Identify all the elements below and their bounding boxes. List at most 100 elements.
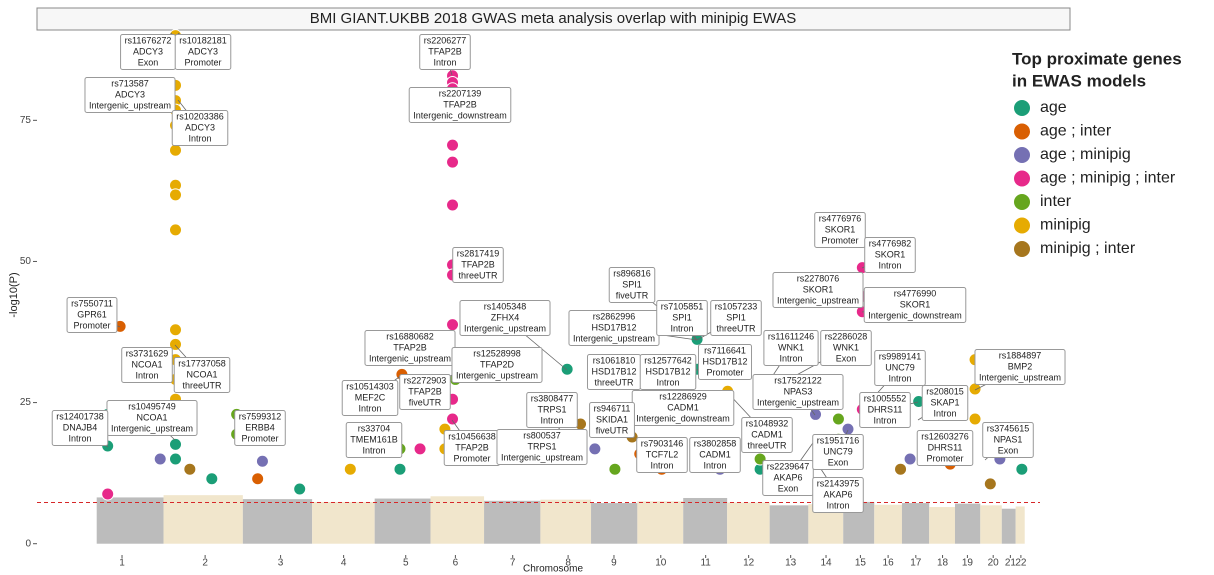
annotation-text: rs2278076 [797,273,840,283]
annotation-box [419,34,471,70]
annotation-text: TMEM161B [350,434,398,444]
annotation-text: Intergenic_upstream [464,323,546,333]
annotation-text: Intron [358,403,381,413]
annotation-box [173,357,231,393]
annotation-text: rs713587 [111,78,149,88]
x-tick-label: 10 [655,558,667,569]
background-strip [484,500,541,544]
annotation-text: GPR61 [77,309,107,319]
annotation-box [84,77,176,113]
annotation-text: rs12577642 [644,355,692,365]
point [588,442,602,456]
point [343,462,357,476]
annotation-box [408,87,512,123]
legend-swatch [1014,123,1030,140]
annotation-text: Promoter [184,57,221,67]
annotation-text: ADCY3 [185,122,215,132]
annotation-text: threeUTR [458,270,498,280]
annotation-text: rs12401738 [56,411,104,421]
point [293,482,307,496]
x-tick-label: 3 [278,558,284,569]
annotation-text: WNK1 [778,342,804,352]
annotation-text: Intron [873,415,896,425]
annotation-text: rs800537 [523,430,561,440]
annotation-text: rs10182181 [179,35,227,45]
annotation-box [639,354,697,390]
x-tick-label: 1 [119,558,125,569]
point [153,452,167,466]
chart-title: BMI GIANT.UKBB 2018 GWAS meta analysis o… [310,10,797,27]
annotation-text: rs3802858 [694,438,737,448]
background-strip [312,501,375,544]
annotation-box [812,434,864,470]
background-strip [374,498,431,544]
annotation-box [341,380,399,416]
annotation-text: ERBB4 [245,422,275,432]
annotation-box [399,374,451,410]
annotation-text: AKAP6 [823,489,852,499]
annotation-text: UNC79 [823,446,853,456]
point [169,337,183,351]
annotation-text: TFAP2B [393,342,427,352]
annotation-text: Intergenic_upstream [573,333,655,343]
annotation-text: ZFHX4 [491,312,520,322]
annotation-text: HSD17B12 [591,322,636,332]
annotation-text: Intron [670,323,693,333]
annotation-text: rs9989141 [879,351,922,361]
annotation-box [812,477,864,513]
annotation-text: rs2239647 [767,461,810,471]
annotation-text: TRPS1 [527,441,556,451]
x-tick-label: 16 [883,558,895,569]
annotation-text: UNC79 [885,362,915,372]
annotation-text: Intergenic_upstream [111,423,193,433]
annotation-text: Exon [998,445,1019,455]
point [894,462,908,476]
background-strip [430,496,485,544]
annotation-text: DNAJB4 [63,422,98,432]
background-strip [769,505,809,544]
annotation-text: fiveUTR [596,425,629,435]
annotation-text: threeUTR [747,440,787,450]
annotation-text: rs12603276 [921,431,969,441]
annotation-text: SPI1 [726,312,746,322]
annotation-text: Promoter [821,235,858,245]
annotation-text: fiveUTR [616,290,649,300]
legend-label: inter [1040,193,1072,210]
annotation-text: rs1005552 [864,393,907,403]
annotation-text: SKOR1 [803,284,834,294]
annotation-text: rs7105851 [661,301,704,311]
background-strip [874,504,902,544]
annotation-text: NCOA1 [131,359,162,369]
x-tick-label: 14 [820,558,832,569]
annotation-box [121,347,173,383]
x-tick-label: 17 [910,558,922,569]
annotation-text: Promoter [706,367,743,377]
point [1015,462,1029,476]
annotation-box [863,287,967,323]
annotation-text: MEF2C [355,392,386,402]
annotation-text: Intron [650,460,673,470]
annotation-text: Intron [188,133,211,143]
x-tick-label: 11 [700,558,711,569]
legend-swatch [1014,217,1030,234]
point [169,323,183,337]
annotation-text: threeUTR [182,380,222,390]
annotation-text: TCF7L2 [646,449,679,459]
annotation-box [51,410,109,446]
annotation-text: CADM1 [751,429,783,439]
x-tick-label: 19 [962,558,974,569]
